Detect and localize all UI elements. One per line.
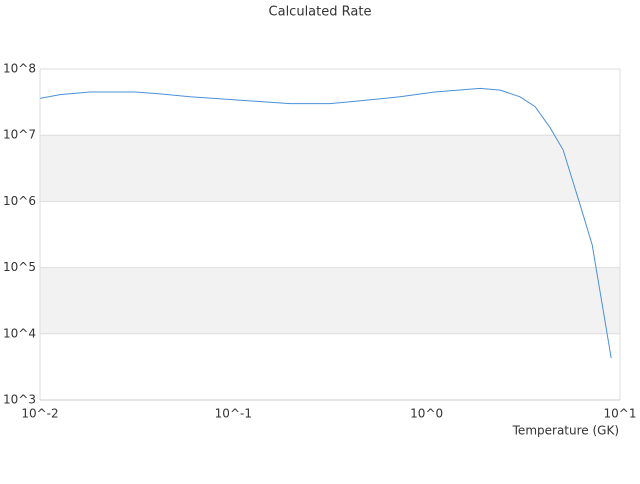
x-tick-label: 10^1: [604, 407, 637, 421]
x-tick-label: 10^-2: [21, 407, 58, 421]
y-tick-label: 10^7: [3, 128, 36, 142]
y-tick-label: 10^3: [3, 393, 36, 407]
x-tick-label: 10^-1: [215, 407, 252, 421]
y-tick-label: 10^8: [3, 62, 36, 76]
x-tick-label: 10^0: [410, 407, 443, 421]
y-tick-label: 10^4: [3, 326, 36, 340]
grid-band: [40, 201, 620, 268]
grid-band: [40, 69, 620, 136]
grid-band: [40, 135, 620, 202]
x-axis-label: Temperature (GK): [512, 424, 619, 438]
grid-band: [40, 333, 620, 400]
y-tick-label: 10^6: [3, 194, 36, 208]
grid-band: [40, 267, 620, 334]
chart-title: Calculated Rate: [269, 5, 372, 20]
y-tick-label: 10^5: [3, 260, 36, 274]
data-line: [39, 87, 612, 359]
